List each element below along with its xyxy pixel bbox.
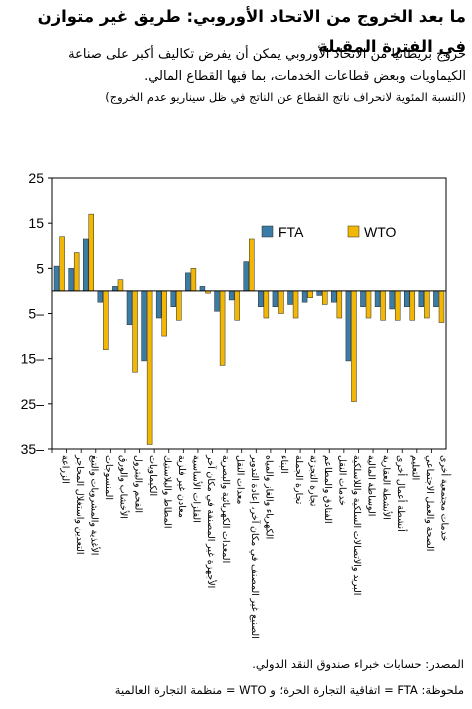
bar-fta — [155, 290, 162, 319]
bar-wto — [351, 290, 357, 402]
bar-fta — [389, 290, 395, 310]
bar-wto — [73, 252, 80, 292]
bar-fta — [345, 290, 352, 362]
y-tick-label: 25 — [28, 170, 44, 186]
y-tick-label: 5– — [28, 306, 44, 322]
x-category-label: البريد والاتصالات السلكية واللاسلكية — [351, 455, 362, 595]
x-category-label: الفحم والبترول — [132, 455, 143, 513]
plot-frame — [51, 177, 447, 450]
bar-fta — [287, 290, 293, 305]
bar-wto — [409, 290, 416, 321]
bar-wto — [365, 290, 372, 319]
bar-wto — [103, 290, 109, 350]
bar-fta — [418, 290, 425, 307]
y-tick-label: 15– — [21, 351, 45, 367]
bar-wto — [263, 290, 270, 319]
abbreviation-note: ملحوظة: FTA = اتفاقية التجارة الحرة؛ و W… — [114, 683, 464, 697]
x-category-label: أنشطة أعمال أخرى — [395, 455, 408, 532]
x-category-label: الكيماويات — [147, 455, 158, 496]
x-category-label: الكهرباء والغاز والمياه — [264, 455, 275, 539]
x-category-label: الأخشاب والورق — [118, 455, 130, 519]
bar-fta — [360, 290, 366, 307]
x-category-label: المعدات الكهربائية والبصرية — [220, 455, 231, 563]
bar-fta — [243, 261, 249, 292]
bar-wto — [234, 290, 240, 321]
bar-fta — [185, 272, 191, 292]
bar-chart: 25 15 5 5– 15– 25– 35– الزراعة التعدين واستغلال … — [21, 170, 452, 639]
legend-swatch-fta — [261, 225, 274, 238]
x-category-label: الأنشطة العقارية — [380, 455, 392, 520]
bar-fta — [126, 290, 133, 326]
bar-fta — [258, 290, 264, 307]
bar-wto — [132, 290, 138, 373]
x-category-label: الوساطة المالية — [366, 455, 377, 516]
source-note: المصدر: حسابات خبراء صندوق النقد الدولي. — [252, 657, 464, 671]
bar-fta — [301, 290, 308, 303]
bar-wto — [292, 290, 299, 319]
x-category-label: التعليم — [410, 455, 421, 480]
bar-fta — [374, 290, 381, 307]
bar-fta — [214, 290, 220, 312]
bar-wto — [380, 290, 386, 321]
x-category-label: البناء — [278, 455, 289, 474]
bar-fta — [141, 290, 147, 362]
bar-wto — [161, 290, 167, 337]
chart-unit-note: (النسبة المئوية لانحراف ناتج القطاع عن ا… — [105, 90, 466, 104]
bar-wto — [336, 290, 343, 319]
bar-wto — [176, 290, 182, 321]
bar-wto — [88, 213, 94, 292]
x-category-label: الأجهزة غير المصنفة في مكان آخر — [205, 454, 218, 588]
y-tick-label: 5 — [36, 260, 44, 276]
bar-wto — [190, 268, 197, 292]
chart-area: 25 15 5 5– 15– 25– 35– الزراعة التعدين واستغلال … — [0, 150, 472, 660]
bar-wto — [59, 236, 65, 292]
bar-wto — [394, 290, 401, 321]
bar-fta — [170, 290, 176, 307]
bar-wto — [249, 238, 255, 292]
legend-label-fta: FTA — [278, 224, 304, 240]
bar-fta — [316, 290, 322, 296]
bar-fta — [404, 290, 410, 307]
bar-wto — [424, 290, 430, 319]
bar-fta — [272, 290, 279, 307]
x-category-label: تجارة الجملة — [293, 455, 304, 505]
x-category-label: الفنادق والمطاعم — [322, 455, 333, 524]
x-category-label: الصحة والعمل الاجتماعي — [424, 455, 435, 551]
x-category-label: الأغذية والمشروبات والتبغ — [89, 455, 101, 555]
x-category-label: تجارة التجزئة — [307, 455, 318, 507]
bar-fta — [228, 290, 235, 301]
bar-fta — [97, 290, 104, 303]
x-category-label: التعدين واستغلال المحاجر — [74, 454, 85, 555]
x-category-label: خدمات مجتمعية أخرى — [439, 455, 452, 542]
bar-wto — [322, 290, 328, 305]
x-category-label: الفلزات الأساسية — [191, 455, 203, 523]
x-category-label: معدات النقل — [234, 455, 245, 504]
legend-label-wto: WTO — [364, 224, 397, 240]
bar-wto — [438, 290, 445, 323]
x-category-label: المطاط والبلاستيك — [161, 455, 172, 529]
bar-fta — [331, 290, 337, 303]
bar-fta — [53, 265, 60, 292]
y-tick-label: 25– — [21, 396, 45, 412]
x-category-label: معادن غير فلزية — [176, 455, 187, 518]
y-tick-label: 35– — [21, 441, 45, 457]
chart-subtitle: خروج بريطانيا من الاتحاد الأوروبي يمكن أ… — [68, 47, 466, 84]
bar-fta — [433, 290, 439, 307]
x-category-label: خدمات النقل — [337, 455, 348, 506]
bar-wto — [278, 290, 284, 314]
x-category-label: الصنيع غير المصنف في مكان آخر، إعادة الت… — [249, 454, 262, 639]
bar-wto — [146, 290, 153, 445]
legend-swatch-wto — [347, 225, 360, 238]
bar-fta — [199, 286, 206, 292]
bar-wto — [117, 279, 124, 292]
y-tick-label: 15 — [28, 215, 44, 231]
bar-fta — [68, 268, 74, 292]
bar-fta — [112, 286, 118, 292]
x-category-label: المنسوجات — [103, 455, 114, 500]
bar-fta — [82, 238, 89, 292]
chart-title: ما بعد الخروج من الاتحاد الأوروبي: طريق … — [37, 7, 466, 56]
bar-wto — [219, 290, 226, 366]
x-category-label: الزراعة — [59, 455, 70, 484]
bar-wto — [307, 290, 313, 298]
